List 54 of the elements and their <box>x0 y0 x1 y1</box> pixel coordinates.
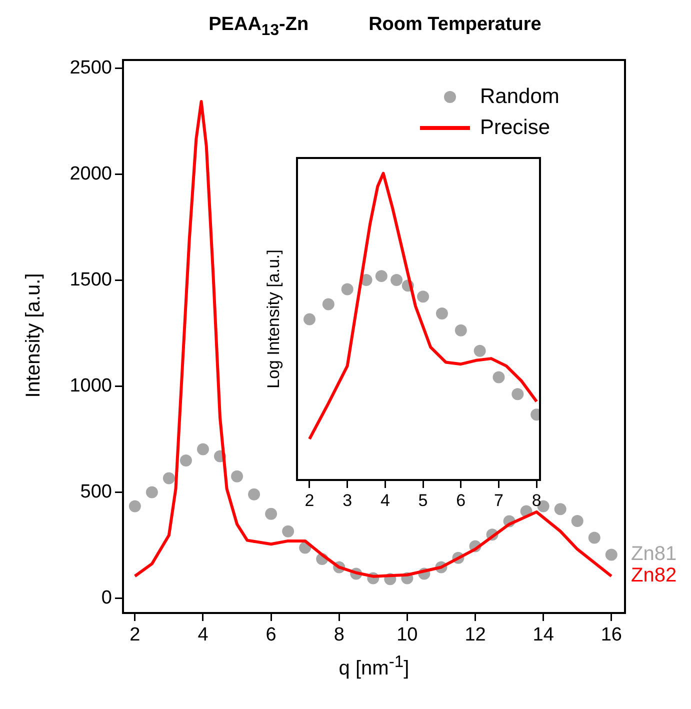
point <box>417 290 430 303</box>
chart-title: PEAA$_{13}$-Zn <box>208 14 309 40</box>
x-tick-label: 3 <box>342 490 352 510</box>
x-tick-label: 14 <box>532 624 554 646</box>
y-tick-label: 500 <box>80 481 112 502</box>
point <box>341 283 354 296</box>
x-tick-label: 10 <box>396 624 418 646</box>
point <box>162 472 175 484</box>
x-tick-label: 2 <box>130 624 140 646</box>
point <box>180 454 192 466</box>
y-tick-label: 1500 <box>70 270 112 291</box>
y-tick-label: 2500 <box>70 58 112 79</box>
x-tick-label: 6 <box>266 624 276 646</box>
x-tick-label: 4 <box>380 490 390 510</box>
point <box>474 344 486 357</box>
point <box>146 486 158 498</box>
x-tick-label: 12 <box>464 624 486 646</box>
point <box>375 270 388 282</box>
point <box>282 525 294 538</box>
x-axis-title: q [nm$^{-1}$] <box>338 652 410 681</box>
point <box>554 503 566 516</box>
x-tick-label: 16 <box>600 624 622 646</box>
x-tick-label: 7 <box>494 490 504 510</box>
x-tick-label: 6 <box>456 490 466 510</box>
annotation: Zn82 <box>631 564 677 587</box>
point <box>571 515 584 528</box>
annotation: Zn81 <box>631 543 677 566</box>
point <box>265 508 278 520</box>
point <box>454 324 467 336</box>
legend-label: Random <box>480 84 560 108</box>
point <box>303 313 316 326</box>
chart-subtitle: Room Temperature <box>368 14 542 37</box>
y-axis-title: Intensity [a.u.] <box>22 272 46 400</box>
point <box>231 470 244 482</box>
x-tick-label: 2 <box>304 490 314 510</box>
point <box>588 532 600 544</box>
y-tick-label: 2000 <box>70 164 112 185</box>
y-tick-label: 0 <box>101 587 112 608</box>
x-tick-label: 4 <box>198 624 209 646</box>
point <box>605 548 618 561</box>
legend-label: Precise <box>480 116 550 139</box>
point <box>128 500 141 512</box>
point <box>512 388 524 400</box>
point <box>196 443 209 456</box>
point <box>390 274 403 286</box>
point <box>248 488 260 500</box>
y-tick-label: 1000 <box>70 376 112 397</box>
point <box>492 371 505 384</box>
point <box>322 298 334 310</box>
x-tick-label: 5 <box>418 490 428 510</box>
x-tick-label: 8 <box>334 624 344 646</box>
x-tick-label: 8 <box>532 490 542 510</box>
y-axis-title: Log Intensity [a.u.] <box>264 250 283 388</box>
point <box>436 307 448 320</box>
